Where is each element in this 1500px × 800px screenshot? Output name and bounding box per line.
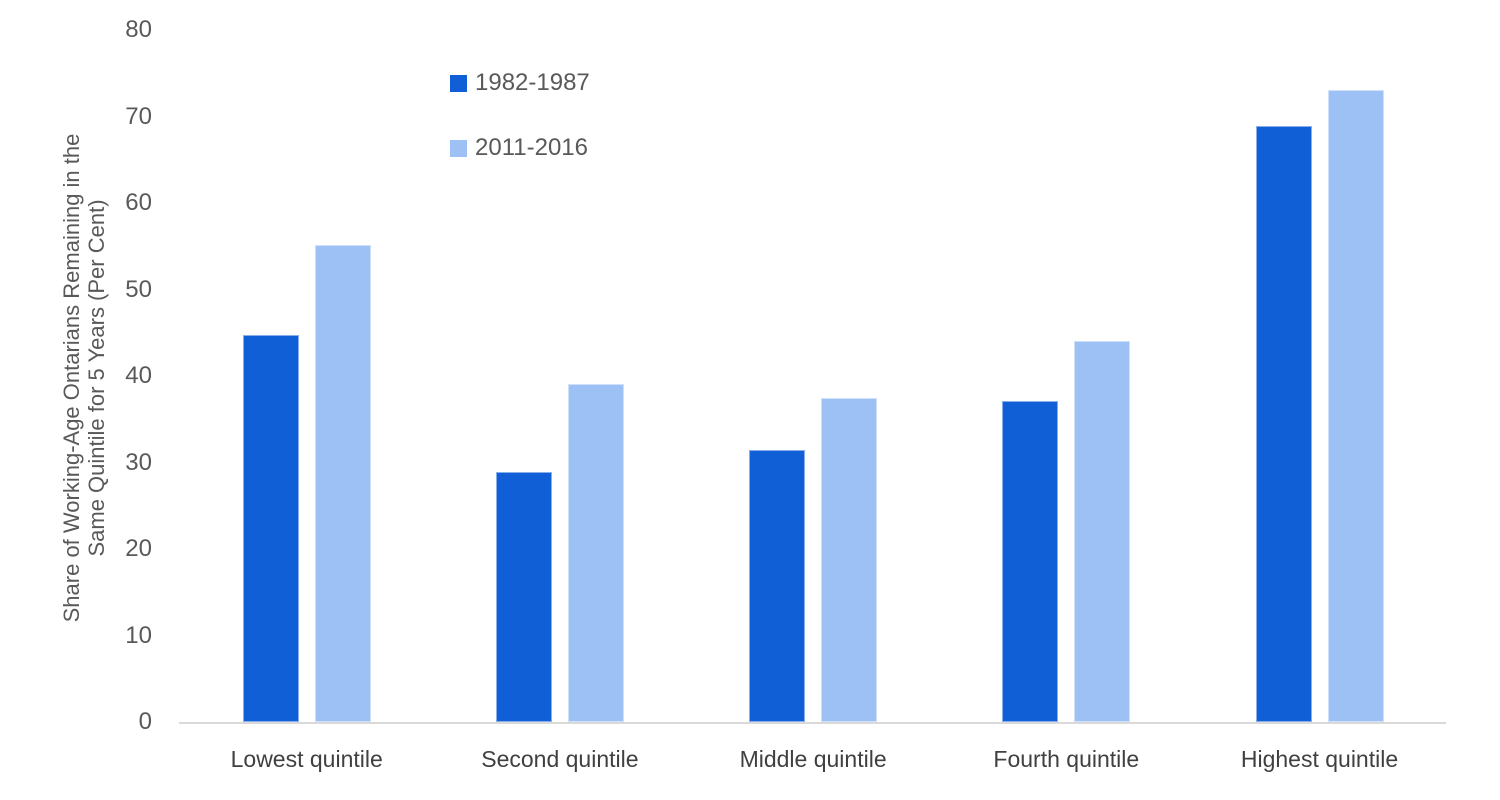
bar-1982-1987-second-quintile <box>495 472 552 722</box>
y-tick-label-30: 30 <box>125 448 152 476</box>
category-label-fourth-quintile: Fourth quintile <box>993 746 1140 772</box>
category-label-highest-quintile: Highest quintile <box>1240 746 1399 772</box>
bar-1982-1987-lowest-quintile <box>242 335 299 722</box>
bar-1982-1987-highest-quintile <box>1255 126 1312 722</box>
legend-swatch-icon <box>450 139 467 157</box>
bar-1982-1987-middle-quintile <box>749 450 806 722</box>
bar-2011-2016-second-quintile <box>567 383 624 722</box>
category-label-middle-quintile: Middle quintile <box>739 746 887 772</box>
y-tick-label-40: 40 <box>125 362 152 389</box>
y-tick-label-50: 50 <box>125 275 152 303</box>
legend-label: 2011-2016 <box>475 134 588 161</box>
legend-item-1982-1987: 1982-1987 <box>450 69 590 97</box>
y-tick-label-20: 20 <box>125 535 152 562</box>
y-tick-label-0: 0 <box>138 708 152 735</box>
category-label-second-quintile: Second quintile <box>481 746 639 772</box>
legend-label: 1982-1987 <box>475 69 590 96</box>
bar-2011-2016-lowest-quintile <box>314 245 371 722</box>
y-tick-label-60: 60 <box>125 189 152 216</box>
category-label-lowest-quintile: Lowest quintile <box>230 746 383 772</box>
legend-item-2011-2016: 2011-2016 <box>450 134 588 162</box>
x-axis-line <box>179 722 1446 724</box>
y-tick-label-10: 10 <box>125 621 152 649</box>
y-tick-label-80: 80 <box>125 16 152 43</box>
bar-2011-2016-middle-quintile <box>821 397 878 722</box>
legend-swatch-icon <box>450 74 467 92</box>
bar-1982-1987-fourth-quintile <box>1002 401 1059 722</box>
bar-2011-2016-fourth-quintile <box>1074 340 1131 722</box>
bar-2011-2016-highest-quintile <box>1327 89 1384 722</box>
y-tick-label-70: 70 <box>125 102 152 130</box>
